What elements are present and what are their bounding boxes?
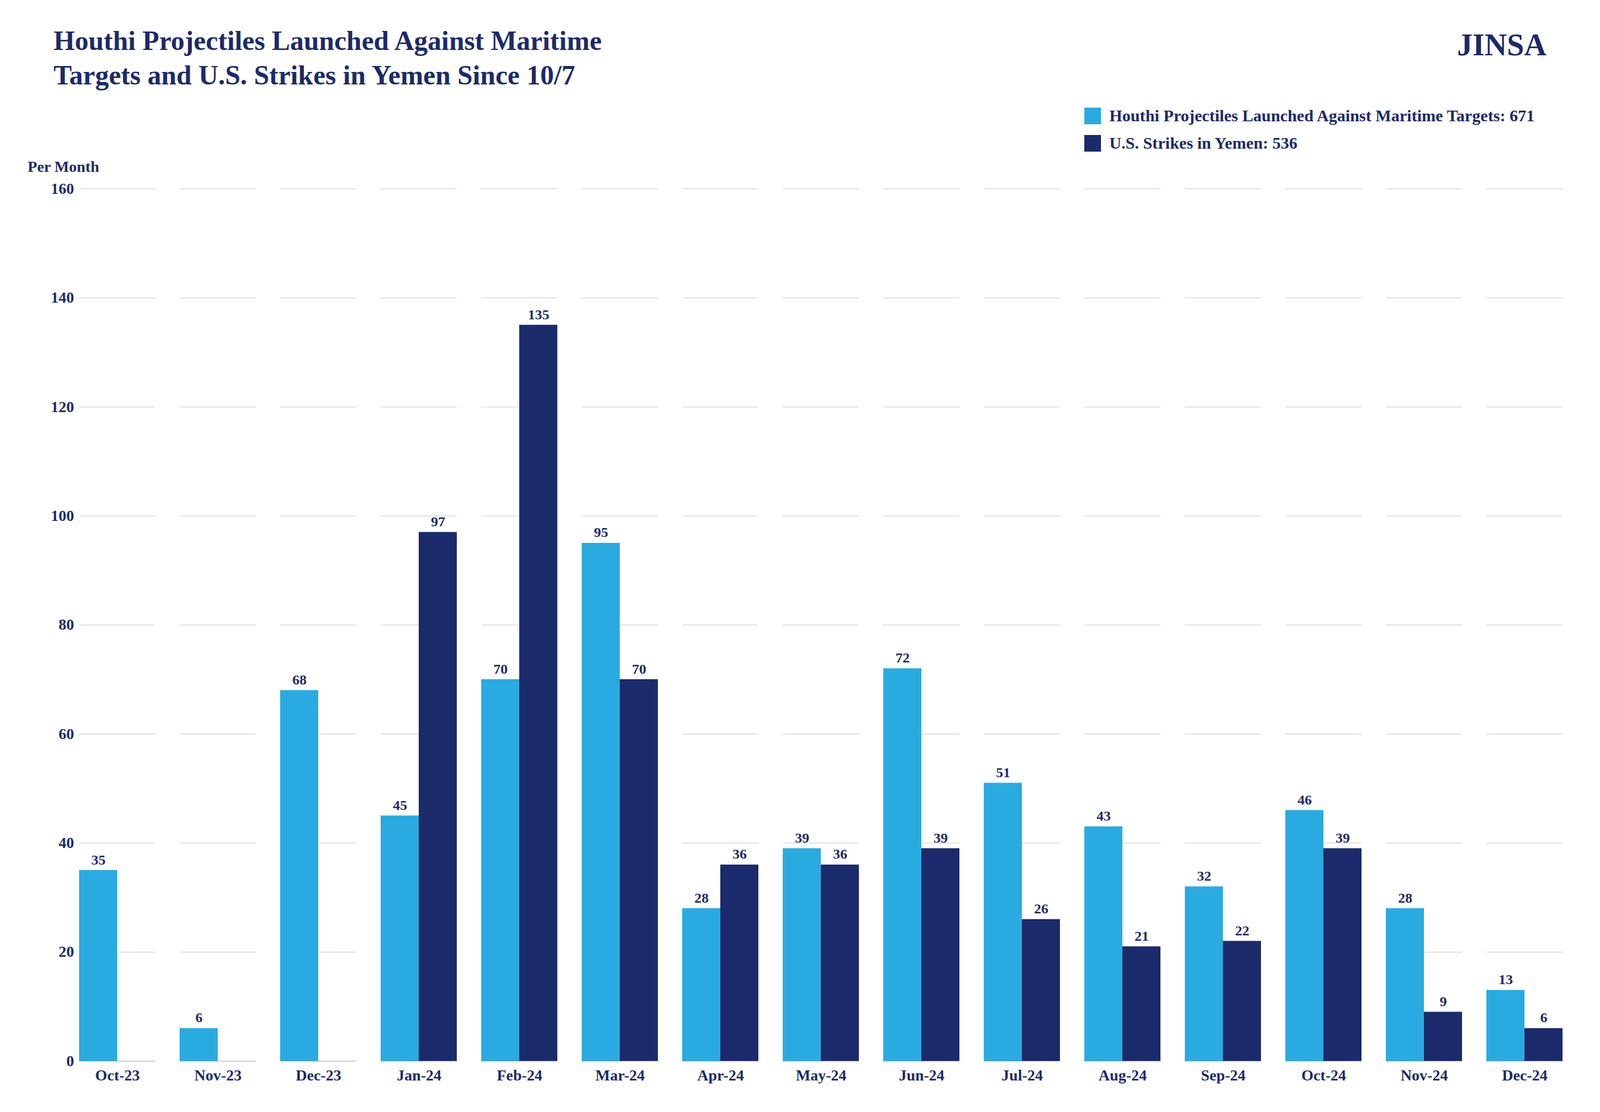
svg-text:28: 28 <box>1398 890 1413 906</box>
svg-text:6: 6 <box>1540 1009 1548 1026</box>
svg-text:100: 100 <box>51 507 75 525</box>
svg-text:36: 36 <box>732 846 748 862</box>
svg-text:70: 70 <box>493 661 508 677</box>
html-text:Houthi Projectiles Launched Ag: Houthi Projectiles Launched Against Mari… <box>1109 106 1535 125</box>
svg-text:40: 40 <box>58 834 75 852</box>
svg-text:Jan-24: Jan-24 <box>396 1067 442 1085</box>
svg-text:60: 60 <box>58 725 75 743</box>
svg-text:120: 120 <box>51 398 75 416</box>
svg-text:Sep-24: Sep-24 <box>1200 1067 1246 1085</box>
svg-text:70: 70 <box>632 661 647 677</box>
svg-text:43: 43 <box>1096 808 1112 824</box>
svg-text:22: 22 <box>1235 923 1250 939</box>
svg-text:Jun-24: Jun-24 <box>898 1067 945 1085</box>
html-text:U.S. Strikes in Yemen: 536: U.S. Strikes in Yemen: 536 <box>1109 133 1298 153</box>
html-text:Houthi Projectiles Launched Ag: Houthi Projectiles Launched Against Mari… <box>53 25 602 56</box>
svg-text:Nov-23: Nov-23 <box>194 1067 242 1085</box>
svg-text:46: 46 <box>1297 792 1313 808</box>
svg-text:80: 80 <box>58 616 75 634</box>
svg-text:51: 51 <box>996 764 1011 781</box>
svg-text:Oct-24: Oct-24 <box>1301 1067 1347 1085</box>
svg-text:160: 160 <box>51 180 75 198</box>
svg-text:39: 39 <box>933 830 949 846</box>
svg-text:72: 72 <box>895 650 911 666</box>
svg-text:0: 0 <box>66 1052 75 1071</box>
svg-text:Mar-24: Mar-24 <box>595 1067 645 1085</box>
svg-text:Per Month: Per Month <box>27 158 100 176</box>
svg-text:Dec-24: Dec-24 <box>1501 1067 1548 1085</box>
svg-text:97: 97 <box>431 513 446 530</box>
html-text:JINSA: JINSA <box>1457 27 1547 62</box>
svg-text:39: 39 <box>1335 830 1351 846</box>
svg-text:26: 26 <box>1034 901 1049 917</box>
svg-text:45: 45 <box>393 797 408 814</box>
html-text:Targets and U.S. Strikes in Ye: Targets and U.S. Strikes in Yemen Since … <box>53 59 576 91</box>
svg-text:Oct-23: Oct-23 <box>95 1067 140 1085</box>
svg-text:Aug-24: Aug-24 <box>1098 1067 1147 1085</box>
svg-text:May-24: May-24 <box>795 1067 847 1085</box>
svg-text:95: 95 <box>594 524 609 541</box>
svg-text:28: 28 <box>694 890 709 906</box>
svg-text:9: 9 <box>1440 993 1448 1010</box>
svg-text:Dec-23: Dec-23 <box>295 1067 342 1085</box>
svg-text:6: 6 <box>195 1009 203 1026</box>
svg-text:Nov-24: Nov-24 <box>1400 1067 1448 1085</box>
svg-text:68: 68 <box>292 672 307 688</box>
svg-text:39: 39 <box>795 830 810 846</box>
svg-text:135: 135 <box>528 306 550 323</box>
svg-text:Feb-24: Feb-24 <box>496 1067 543 1085</box>
svg-text:21: 21 <box>1134 928 1150 944</box>
svg-text:35: 35 <box>91 852 106 868</box>
svg-text:Jul-24: Jul-24 <box>1001 1067 1043 1085</box>
svg-text:32: 32 <box>1197 868 1212 884</box>
svg-text:20: 20 <box>58 943 75 961</box>
svg-text:Apr-24: Apr-24 <box>697 1067 744 1085</box>
svg-text:140: 140 <box>51 289 75 307</box>
svg-text:13: 13 <box>1498 971 1514 988</box>
svg-text:36: 36 <box>833 846 848 862</box>
